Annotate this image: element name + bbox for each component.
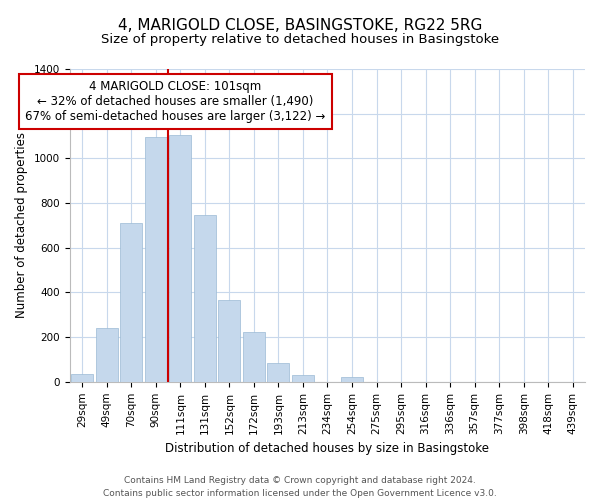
X-axis label: Distribution of detached houses by size in Basingstoke: Distribution of detached houses by size … — [166, 442, 490, 455]
Bar — [71, 374, 93, 382]
Bar — [292, 375, 314, 382]
Text: 4, MARIGOLD CLOSE, BASINGSTOKE, RG22 5RG: 4, MARIGOLD CLOSE, BASINGSTOKE, RG22 5RG — [118, 18, 482, 32]
Y-axis label: Number of detached properties: Number of detached properties — [16, 132, 28, 318]
Bar — [268, 363, 289, 382]
Bar — [218, 300, 241, 382]
Text: Contains HM Land Registry data © Crown copyright and database right 2024.
Contai: Contains HM Land Registry data © Crown c… — [103, 476, 497, 498]
Text: Size of property relative to detached houses in Basingstoke: Size of property relative to detached ho… — [101, 32, 499, 46]
Text: 4 MARIGOLD CLOSE: 101sqm
← 32% of detached houses are smaller (1,490)
67% of sem: 4 MARIGOLD CLOSE: 101sqm ← 32% of detach… — [25, 80, 326, 123]
Bar — [145, 137, 167, 382]
Bar — [243, 332, 265, 382]
Bar — [194, 216, 216, 382]
Bar — [169, 135, 191, 382]
Bar — [120, 223, 142, 382]
Bar — [96, 328, 118, 382]
Bar — [341, 378, 363, 382]
